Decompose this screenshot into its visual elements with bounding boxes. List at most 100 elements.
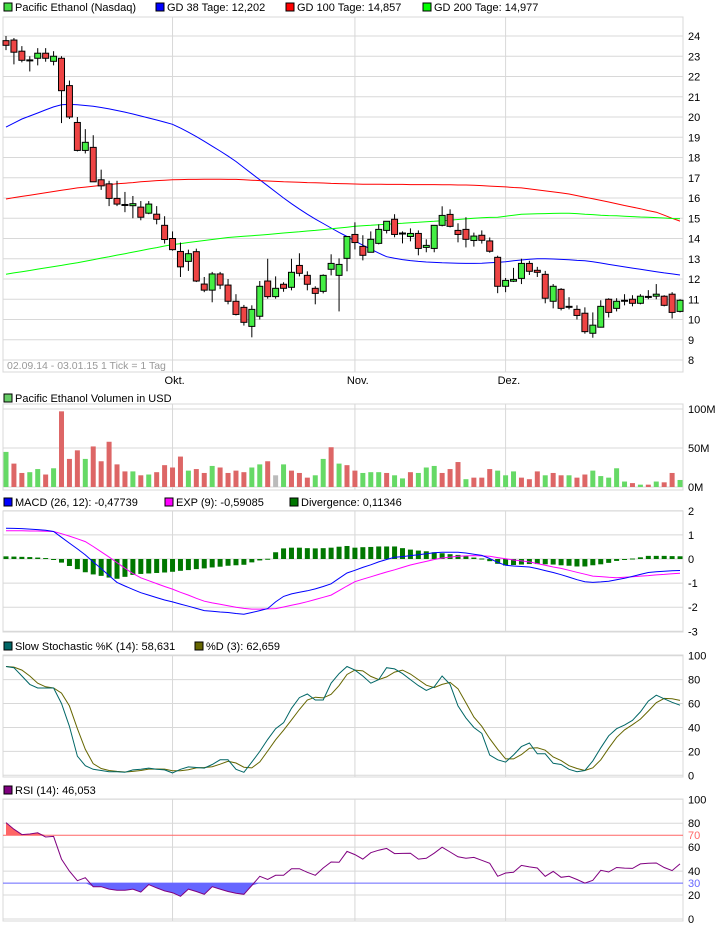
candle bbox=[184, 249, 192, 271]
candle bbox=[303, 271, 311, 291]
volume-bar bbox=[27, 472, 33, 487]
candle-body bbox=[216, 273, 224, 286]
candle bbox=[375, 224, 383, 245]
volume-bar bbox=[162, 465, 168, 487]
candle-body bbox=[224, 284, 232, 302]
candle bbox=[327, 254, 335, 276]
candle bbox=[240, 304, 248, 326]
volume-bar bbox=[209, 465, 215, 487]
volume-bar bbox=[503, 475, 509, 487]
date-range-label: 02.09.14 - 03.01.15 1 Tick = 1 Tag bbox=[7, 360, 166, 372]
y-tick-label: 20 bbox=[688, 112, 700, 124]
stoch-d-legend-swatch bbox=[194, 641, 204, 651]
candle-body bbox=[605, 298, 613, 313]
candle bbox=[589, 312, 597, 338]
candle-body bbox=[10, 39, 18, 53]
volume-bar bbox=[106, 441, 112, 487]
gd38-line bbox=[5, 103, 681, 276]
candle-body bbox=[73, 121, 81, 151]
candle-body bbox=[26, 59, 34, 62]
y-tick-label: 100 bbox=[688, 794, 706, 806]
stoch-k-line bbox=[5, 665, 681, 774]
candle-body bbox=[557, 288, 565, 309]
month-label-okt: Okt. bbox=[165, 375, 185, 387]
divergence-bar bbox=[566, 559, 572, 566]
divergence-bar bbox=[209, 559, 215, 568]
price-legend-swatch bbox=[3, 2, 13, 12]
candle-body bbox=[264, 280, 272, 298]
candle-body bbox=[510, 278, 518, 282]
y-tick-label: 100M bbox=[688, 404, 716, 416]
stoch-d-legend-label: %D (3): 62,659 bbox=[206, 641, 280, 653]
candle-body bbox=[176, 250, 184, 268]
candle-body bbox=[628, 298, 636, 304]
volume-bar bbox=[471, 477, 477, 487]
y-tick-label: 50M bbox=[688, 443, 709, 455]
volume-bar bbox=[352, 470, 358, 487]
candle bbox=[351, 222, 359, 250]
candle-body bbox=[232, 300, 240, 315]
candle bbox=[248, 305, 256, 338]
candle bbox=[557, 288, 565, 311]
candle bbox=[200, 276, 208, 293]
volume-bar bbox=[463, 479, 469, 487]
candle-body bbox=[367, 238, 375, 253]
divergence-bar bbox=[629, 558, 635, 560]
divergence-bar bbox=[582, 559, 588, 567]
panel-frame bbox=[2, 654, 684, 778]
divergence-bar bbox=[503, 559, 509, 566]
candle-body bbox=[272, 287, 280, 298]
candle-body bbox=[121, 203, 129, 206]
volume-bar bbox=[407, 472, 413, 487]
y-tick-label: 19 bbox=[688, 132, 700, 144]
stochastic-panel: 100 80 60 40 20 0 bbox=[2, 651, 706, 782]
y-tick-label: 40 bbox=[688, 866, 700, 878]
divergence-bar bbox=[471, 557, 477, 559]
candle-body bbox=[295, 264, 303, 274]
volume-bar bbox=[281, 464, 287, 487]
candle bbox=[573, 305, 581, 320]
divergence-bar bbox=[637, 557, 643, 559]
volume-bar bbox=[336, 463, 342, 487]
divergence-bar bbox=[201, 559, 207, 569]
candle-body bbox=[470, 235, 478, 242]
candle bbox=[256, 281, 264, 320]
divergence-bar bbox=[320, 548, 326, 559]
candle-body bbox=[676, 299, 684, 312]
volume-bar bbox=[376, 472, 382, 487]
volume-bar bbox=[130, 471, 136, 487]
volume-bar bbox=[566, 475, 572, 487]
divergence-bar bbox=[495, 559, 501, 564]
candle bbox=[644, 290, 652, 300]
divergence-bar bbox=[558, 559, 564, 566]
candle-body bbox=[319, 274, 327, 292]
divergence-bar bbox=[590, 559, 596, 566]
rsi-legend-label: RSI (14): 46,053 bbox=[15, 785, 96, 797]
candle bbox=[430, 224, 438, 253]
candle-body bbox=[517, 262, 525, 279]
candle-body bbox=[81, 141, 89, 151]
divergence-bar bbox=[257, 559, 263, 561]
candle bbox=[232, 294, 240, 316]
divergence-bar bbox=[312, 548, 318, 559]
divergence-bar bbox=[550, 559, 556, 565]
candle-body bbox=[145, 203, 153, 214]
candle bbox=[272, 276, 280, 299]
volume-bar bbox=[201, 472, 207, 487]
volume-bar bbox=[35, 469, 41, 487]
divergence-bar bbox=[19, 556, 25, 559]
candle-body bbox=[430, 224, 438, 249]
y-tick-label: 100 bbox=[688, 651, 706, 663]
volume-bar bbox=[59, 411, 65, 487]
candle bbox=[676, 299, 684, 313]
candle-body bbox=[660, 295, 668, 306]
divergence-bar bbox=[511, 559, 517, 566]
volume-bar bbox=[74, 450, 80, 487]
volume-bar bbox=[177, 456, 183, 487]
candle-body bbox=[89, 146, 97, 183]
gd200-line bbox=[5, 212, 681, 275]
candle bbox=[50, 51, 58, 66]
candle bbox=[628, 295, 636, 307]
candle-body bbox=[50, 55, 58, 62]
divergence-bar bbox=[479, 558, 485, 560]
